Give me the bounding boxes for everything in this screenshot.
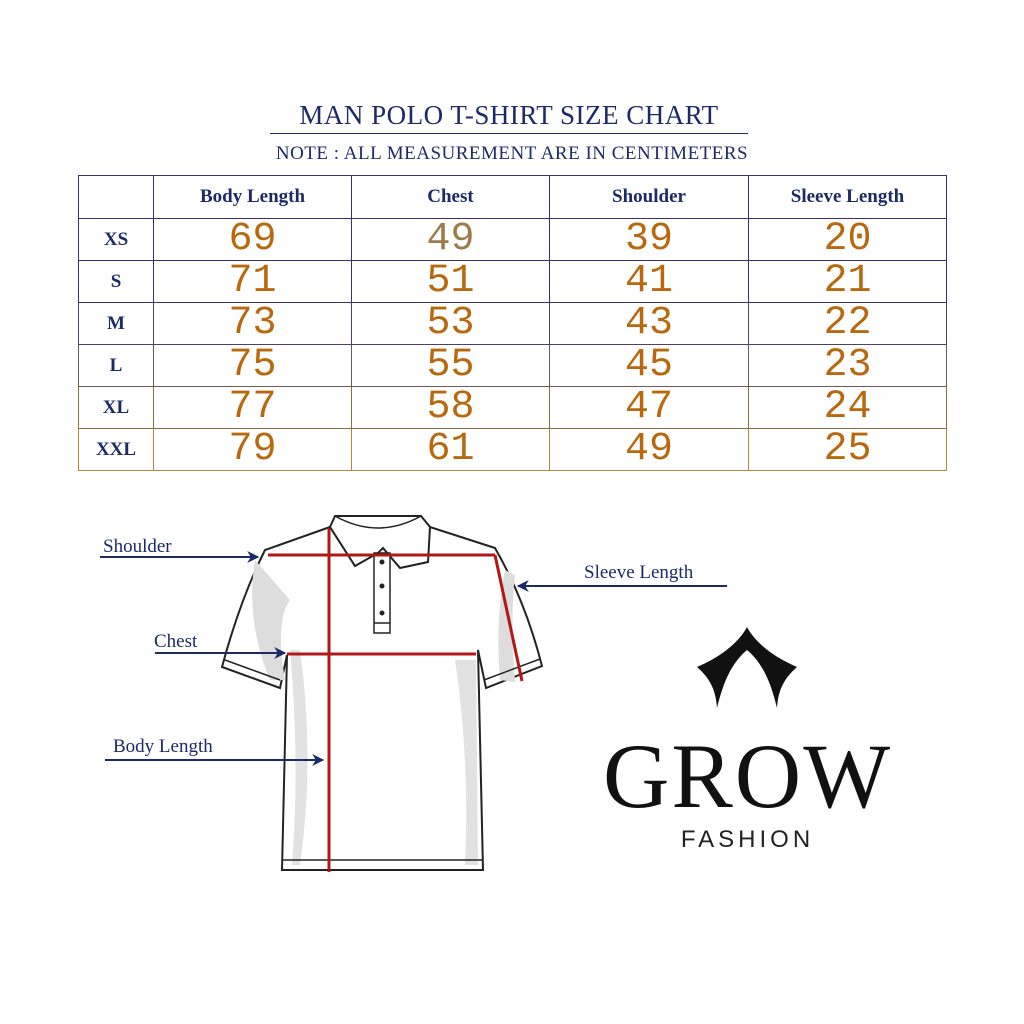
- cell-body-length: 69: [153, 218, 352, 261]
- cell-shoulder: 49: [549, 428, 749, 471]
- cell-sleeve-length: 25: [748, 428, 947, 471]
- header-shoulder: Shoulder: [549, 175, 749, 219]
- measurement-note: NOTE : ALL MEASUREMENT ARE IN CENTIMETER…: [275, 143, 749, 164]
- arrows: [100, 551, 727, 766]
- cell-body-length: 75: [153, 344, 352, 387]
- table-row: L 75 55 45 23: [78, 344, 947, 387]
- body-length-label: Body Length: [113, 736, 213, 757]
- page-title: MAN POLO T-SHIRT SIZE CHART: [270, 100, 748, 134]
- cell-shoulder: 45: [549, 344, 749, 387]
- size-table: Body Length Chest Shoulder Sleeve Length…: [78, 175, 947, 471]
- cell-body-length: 77: [153, 386, 352, 429]
- cell-shoulder: 47: [549, 386, 749, 429]
- cell-body-length: 71: [153, 260, 352, 303]
- cell-shoulder: 39: [549, 218, 749, 261]
- cell-chest: 55: [351, 344, 550, 387]
- shoulder-label: Shoulder: [103, 536, 172, 557]
- table-row: M 73 53 43 22: [78, 302, 947, 345]
- cell-sleeve-length: 20: [748, 218, 947, 261]
- size-label: S: [78, 260, 154, 303]
- measurement-lines: [268, 528, 524, 872]
- cell-sleeve-length: 24: [748, 386, 947, 429]
- table-row: XXL 79 61 49 25: [78, 428, 947, 471]
- header-sleeve-length: Sleeve Length: [748, 175, 947, 219]
- sleeve-length-label: Sleeve Length: [584, 562, 694, 583]
- polo-shirt-icon: [220, 515, 544, 871]
- table-row: S 71 51 41 21: [78, 260, 947, 303]
- table-row: XS 69 49 39 20: [78, 218, 947, 261]
- table-header-row: Body Length Chest Shoulder Sleeve Length: [78, 175, 947, 219]
- brand-tagline: FASHION: [680, 826, 815, 853]
- cell-chest: 61: [351, 428, 550, 471]
- size-label: XXL: [78, 428, 154, 471]
- cell-body-length: 79: [153, 428, 352, 471]
- crown-icon: [697, 627, 797, 708]
- cell-chest: 53: [351, 302, 550, 345]
- cell-sleeve-length: 23: [748, 344, 947, 387]
- chest-label: Chest: [154, 631, 198, 652]
- cell-shoulder: 43: [549, 302, 749, 345]
- sleeve-line: [493, 554, 524, 682]
- size-label: XS: [78, 218, 154, 261]
- table-row: XL 77 58 47 24: [78, 386, 947, 429]
- cell-chest: 51: [351, 260, 550, 303]
- brand-logo: GROW: [602, 725, 893, 827]
